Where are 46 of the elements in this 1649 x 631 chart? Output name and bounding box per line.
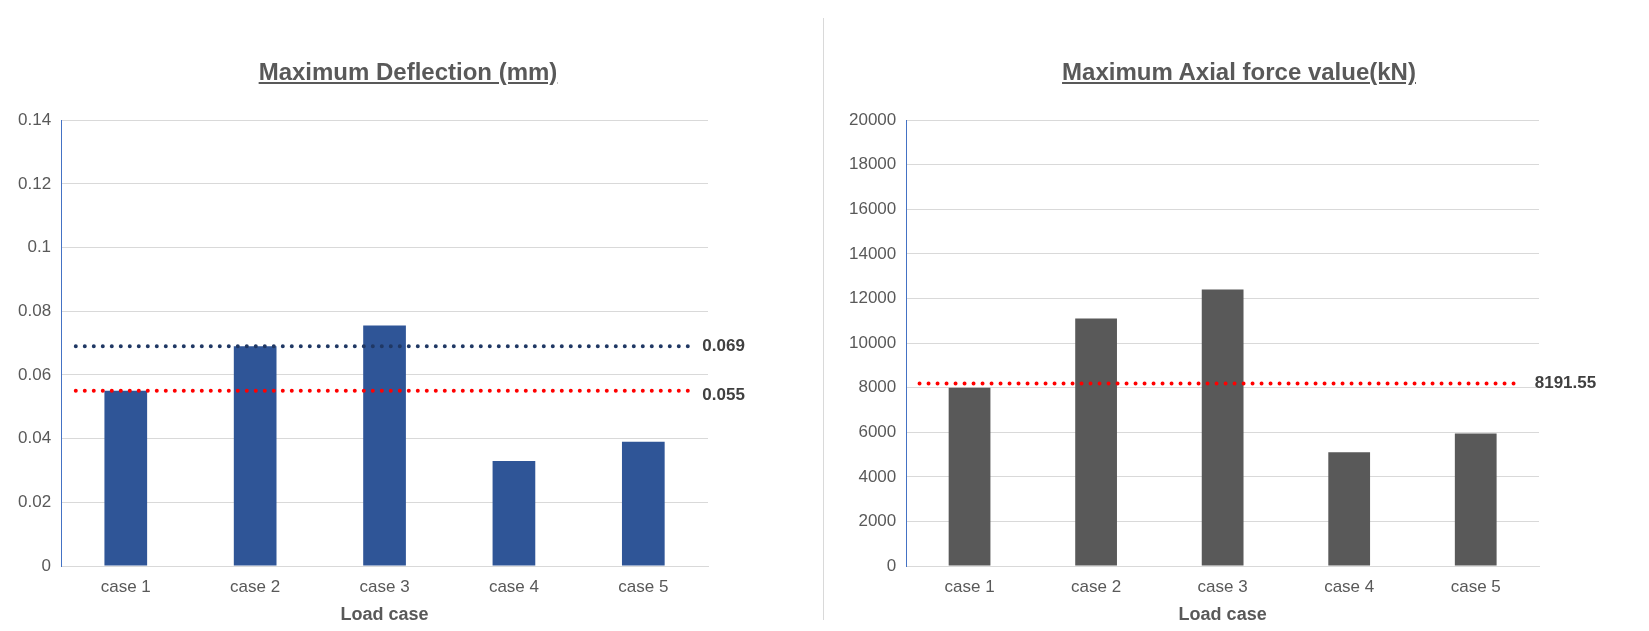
bar bbox=[233, 346, 277, 566]
y-tick-label: 20000 bbox=[848, 109, 897, 129]
y-tick-label: 16000 bbox=[848, 199, 897, 219]
x-tick-label: case 3 bbox=[1197, 576, 1248, 596]
y-tick-label: 6000 bbox=[858, 421, 897, 441]
bar bbox=[1454, 433, 1497, 566]
y-tick-label: 0.1 bbox=[27, 237, 52, 257]
bar bbox=[1075, 318, 1117, 566]
x-tick-label: case 5 bbox=[1450, 576, 1501, 596]
y-tick-label: 4000 bbox=[858, 466, 897, 486]
y-tick-label: 12000 bbox=[848, 288, 897, 308]
bar bbox=[492, 460, 536, 566]
x-axis-title: Load case bbox=[340, 604, 429, 625]
x-tick-label: case 4 bbox=[1324, 576, 1375, 596]
x-tick-label: case 4 bbox=[488, 576, 539, 596]
x-tick-label: case 2 bbox=[230, 576, 281, 596]
ref-line-label: 8191.55 bbox=[1534, 373, 1597, 393]
y-tick-label: 0.04 bbox=[17, 428, 52, 448]
y-tick-label: 10000 bbox=[848, 332, 897, 352]
ref-line-label: 0.069 bbox=[702, 335, 745, 355]
y-tick-label: 0.12 bbox=[17, 173, 52, 193]
x-tick-label: case 5 bbox=[618, 576, 669, 596]
y-tick-label: 8000 bbox=[858, 377, 897, 397]
y-tick-label: 0.06 bbox=[17, 364, 52, 384]
chart-title: Maximum Axial force value(kN) bbox=[1061, 58, 1417, 86]
y-tick-label: 0 bbox=[886, 555, 897, 575]
x-tick-label: case 1 bbox=[944, 576, 995, 596]
y-tick-label: 0.02 bbox=[17, 492, 52, 511]
x-tick-label: case 1 bbox=[100, 576, 151, 596]
bar bbox=[104, 390, 148, 566]
y-tick-label: 0.14 bbox=[17, 109, 52, 129]
x-axis-title: Load case bbox=[1178, 604, 1267, 625]
ref-line-label: 0.055 bbox=[702, 384, 745, 404]
x-tick-label: case 2 bbox=[1071, 576, 1122, 596]
y-tick-label: 0.08 bbox=[17, 300, 52, 320]
bar bbox=[621, 441, 665, 566]
chart-title: Maximum Deflection (mm) bbox=[257, 58, 559, 86]
bar bbox=[363, 325, 406, 566]
bar bbox=[1201, 289, 1244, 566]
y-tick-label: 14000 bbox=[848, 243, 897, 263]
bar bbox=[1328, 452, 1371, 566]
y-tick-label: 0 bbox=[41, 555, 52, 575]
x-tick-label: case 3 bbox=[359, 576, 410, 596]
y-tick-label: 2000 bbox=[858, 511, 897, 531]
y-tick-label: 18000 bbox=[848, 154, 897, 174]
bar bbox=[948, 387, 991, 566]
